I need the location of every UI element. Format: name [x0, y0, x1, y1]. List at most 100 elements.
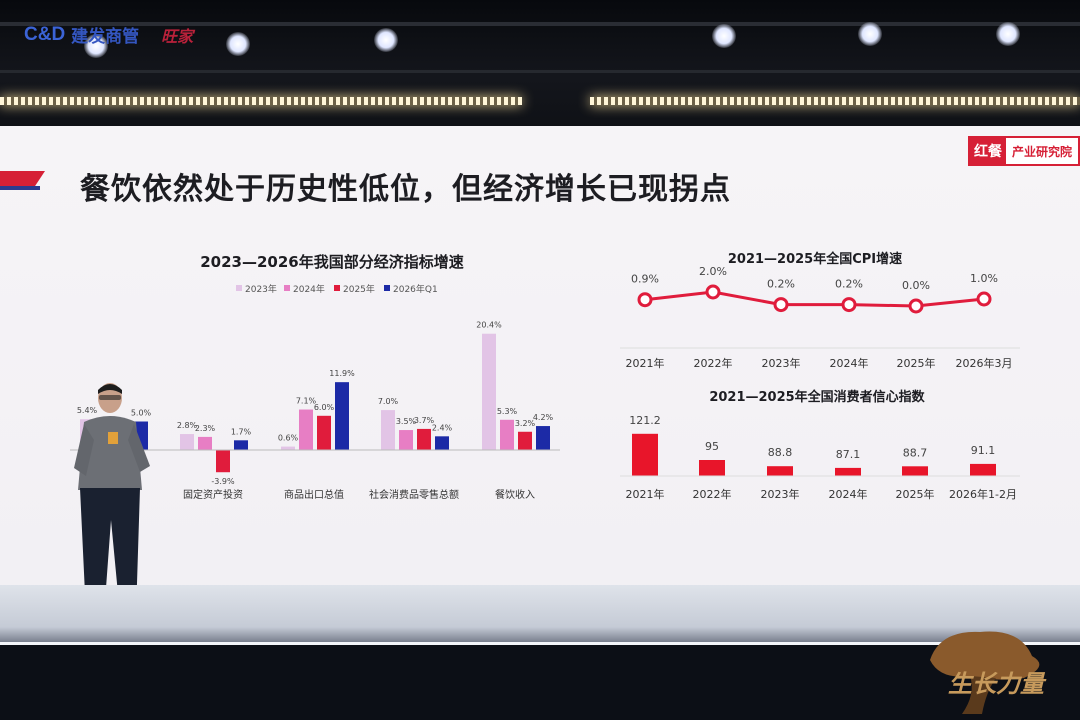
- stage-floor: [0, 585, 1080, 645]
- publisher-tag-unit: 产业研究院: [1011, 144, 1072, 159]
- bar-data-label: 2.8%: [177, 421, 198, 430]
- legend-swatch: [236, 285, 242, 291]
- event-watermark: 生长力量: [948, 669, 1044, 698]
- bar-1-2: [216, 450, 230, 473]
- cpi-data-label: 0.2%: [835, 278, 863, 291]
- bar-data-label: 0.6%: [278, 434, 299, 443]
- bar-4-0: [482, 333, 496, 450]
- chart-title: 2021—2025年全国CPI增速: [728, 251, 902, 267]
- confidence-bar: [835, 467, 861, 476]
- confidence-data-label: 95: [705, 440, 719, 453]
- slide-charts: 2023—2026年我国部分经济指标增速 2023年 2024年 2025年 2026年…: [70, 251, 1020, 501]
- legend-label: 2023年: [245, 283, 277, 295]
- confidence-x-tick-label: 2022年: [693, 487, 732, 501]
- category-tick-label: 餐饮收入: [495, 488, 535, 501]
- chart-title: 2023—2026年我国部分经济指标增速: [200, 253, 464, 271]
- cpi-point: [841, 297, 857, 313]
- bar-2-2: [317, 415, 331, 450]
- spotlight-icon: [226, 32, 250, 56]
- bar-3-2: [417, 428, 431, 450]
- cpi-point: [976, 291, 992, 307]
- category-tick-label: 固定资产投资: [183, 488, 243, 501]
- bar-data-label: 5.4%: [77, 406, 98, 415]
- truss-beam: [0, 22, 1080, 26]
- bar-data-label: 1.7%: [231, 427, 252, 436]
- confidence-bar: [970, 463, 996, 476]
- bar-data-label: 6.0%: [314, 403, 335, 412]
- bar-data-label: 20.4%: [476, 321, 502, 330]
- legend-label: 2024年: [293, 283, 325, 295]
- tree-watermark-icon: [930, 631, 1040, 714]
- brand-script: 旺家: [161, 28, 194, 46]
- truss-beam: [0, 70, 1080, 73]
- slide-title: 餐饮依然处于历史性低位，但经济增长已现拐点: [80, 172, 731, 207]
- legend-label: 2026年Q1: [393, 283, 438, 295]
- cpi-point: [637, 292, 653, 308]
- bar-3-3: [435, 436, 449, 450]
- bar-4-2: [518, 431, 532, 450]
- spotlight-icon: [712, 24, 736, 48]
- bar-3-1: [399, 430, 413, 450]
- confidence-x-tick-label: 2026年1-2月: [949, 487, 1017, 501]
- bar-1-1: [198, 436, 212, 450]
- projection-screen: 餐饮依然处于历史性低位，但经济增长已现拐点 红餐 产业研究院 2023—2026…: [0, 126, 1080, 586]
- legend-swatch: [334, 285, 340, 291]
- cpi-series-line: [644, 290, 985, 308]
- brand-logo: C&D: [24, 23, 66, 45]
- title-accent-stripe: [0, 171, 45, 188]
- bar-3-0: [381, 410, 395, 450]
- cpi-point: [908, 298, 924, 314]
- confidence-x-tick-label: 2021年: [626, 487, 665, 501]
- stage-edge: [0, 642, 1080, 645]
- spotlight-icon: [374, 28, 398, 52]
- cpi-x-tick-label: 2026年3月: [956, 356, 1013, 370]
- bar-data-label: 3.5%: [396, 417, 417, 426]
- legend-swatch: [384, 285, 390, 291]
- bar-data-label: -3.9%: [211, 477, 235, 486]
- cpi-x-tick-label: 2022年: [694, 356, 733, 370]
- cpi-data-label: 0.2%: [767, 278, 795, 291]
- bar-2-1: [299, 409, 313, 450]
- category-tick-label: 社会消费品零售总额: [369, 488, 459, 501]
- bar-4-1: [500, 419, 514, 450]
- bar-data-label: 2.4%: [432, 423, 453, 432]
- cpi-x-tick-label: 2024年: [830, 356, 869, 370]
- confidence-bar: [767, 466, 793, 476]
- stage-base: [0, 645, 1080, 720]
- confidence-data-label: 91.1: [971, 444, 996, 457]
- publisher-tag: 红餐 产业研究院: [967, 136, 1080, 166]
- confidence-x-tick-label: 2024年: [829, 487, 868, 501]
- confidence-data-label: 88.8: [768, 446, 793, 459]
- bar-data-label: 7.0%: [378, 397, 399, 406]
- cpi-data-label: 2.0%: [699, 265, 727, 278]
- bar-2-3: [335, 382, 349, 450]
- brand-name: 建发商管: [71, 27, 140, 46]
- confidence-bar: [699, 460, 725, 476]
- bar-data-label: 3.2%: [515, 419, 536, 428]
- stage-lighting-rig: C&D 建发商管 旺家: [0, 0, 1080, 128]
- bar-data-label: 4.2%: [533, 413, 554, 422]
- event-brand: C&D 建发商管 旺家: [24, 22, 193, 47]
- confidence-data-label: 87.1: [836, 448, 861, 461]
- bar-data-label: 5.3%: [497, 407, 518, 416]
- confidence-bar: [632, 433, 658, 476]
- bar-1-0: [180, 434, 194, 450]
- bar-data-label: 7.1%: [296, 397, 317, 406]
- publisher-tag-brand: 红餐: [969, 138, 1006, 164]
- cpi-x-tick-label: 2021年: [626, 356, 665, 370]
- bar-4-3: [536, 426, 550, 450]
- confidence-x-tick-label: 2023年: [761, 487, 800, 501]
- spotlight-icon: [84, 34, 108, 58]
- bar-data-label: 2.3%: [195, 424, 216, 433]
- legend-label: 2025年: [343, 283, 375, 295]
- category-tick-label: 商品出口总值: [284, 488, 344, 501]
- bar-data-label: 5.0%: [131, 409, 152, 418]
- led-strip: [590, 97, 1080, 105]
- led-strip: [0, 97, 522, 105]
- cpi-x-tick-label: 2025年: [897, 356, 936, 370]
- legend-swatch: [284, 285, 290, 291]
- spotlight-icon: [996, 22, 1020, 46]
- bar-1-3: [234, 440, 248, 450]
- spotlight-icon: [858, 22, 882, 46]
- cpi-point: [705, 284, 721, 300]
